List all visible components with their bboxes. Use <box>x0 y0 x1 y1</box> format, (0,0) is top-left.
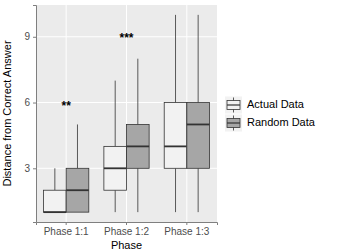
annotation: ** <box>61 99 71 113</box>
box <box>104 146 127 190</box>
legend-key-median <box>227 104 240 105</box>
legend: Actual Data Random Data <box>225 97 316 132</box>
tick-mark <box>33 103 36 104</box>
axis-line <box>37 223 218 226</box>
y-axis: 3 6 9 <box>24 6 36 223</box>
legend-item: Random Data <box>225 115 316 132</box>
whisker <box>77 124 78 168</box>
whisker <box>198 168 199 212</box>
tick-label: 9 <box>24 31 30 42</box>
whisker <box>137 59 138 125</box>
whisker <box>137 168 138 212</box>
legend-key-median <box>227 122 240 123</box>
annotation: *** <box>119 31 133 45</box>
tick: Phase 1:3 <box>164 222 209 237</box>
median <box>164 145 187 147</box>
tick-mark <box>33 37 36 38</box>
whisker <box>115 81 116 147</box>
y-axis-title: Distance from Correct Answer <box>1 40 13 186</box>
tick: Phase 1:1 <box>44 222 89 237</box>
whisker <box>115 190 116 212</box>
chart: 369Phase 1:1Phase 1:2Phase 1:3*****Phase… <box>0 0 337 252</box>
marks <box>44 15 210 212</box>
whisker <box>175 168 176 212</box>
whisker <box>198 15 199 103</box>
whisker <box>54 168 55 190</box>
tick: 9 <box>24 31 36 42</box>
axis-line <box>33 6 37 223</box>
box <box>164 103 187 169</box>
legend-key-bg <box>225 115 242 132</box>
tick-mark <box>33 168 36 169</box>
legend-key-bg <box>225 97 242 114</box>
tick-label: 6 <box>24 97 30 108</box>
panel <box>36 5 217 222</box>
box <box>187 103 210 169</box>
x-axis-title: Phase <box>111 239 142 251</box>
x-axis: Phase 1:1 Phase 1:2 Phase 1:3 <box>37 222 218 237</box>
tick: Phase 1:2 <box>104 222 149 237</box>
median <box>44 211 67 213</box>
legend-key <box>227 119 240 128</box>
legend-label: Random Data <box>247 116 316 128</box>
tick-label: Phase 1:2 <box>104 226 149 237</box>
tick-label: Phase 1:1 <box>44 226 89 237</box>
median <box>104 167 127 169</box>
median <box>66 189 89 191</box>
tick-mark <box>186 222 187 225</box>
median <box>187 124 210 126</box>
tick-label: 3 <box>24 163 30 174</box>
tick-label: Phase 1:3 <box>164 226 209 237</box>
legend-item: Actual Data <box>225 97 305 114</box>
tick: 6 <box>24 97 36 108</box>
whisker <box>175 15 176 103</box>
tick-mark <box>126 222 127 225</box>
box <box>66 168 89 212</box>
legend-key <box>227 101 240 110</box>
plot: 369Phase 1:1Phase 1:2Phase 1:3***** <box>24 5 217 237</box>
tick-mark <box>66 222 67 225</box>
box <box>127 124 150 168</box>
median <box>127 145 150 147</box>
box <box>44 190 67 212</box>
legend-label: Actual Data <box>247 98 305 110</box>
tick: 3 <box>24 163 36 174</box>
